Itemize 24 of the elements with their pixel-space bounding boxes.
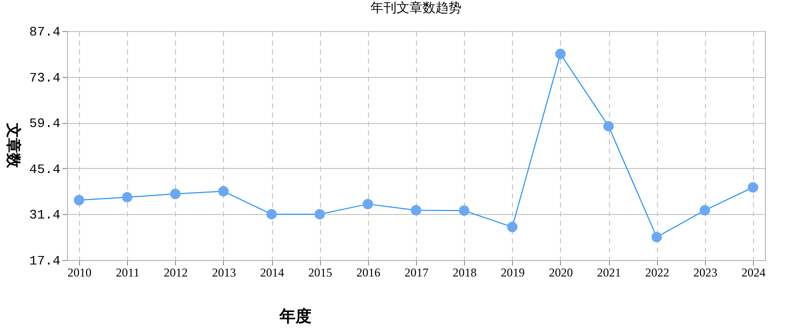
x-axis-title: 年度 <box>278 306 312 326</box>
x-tick-label: 2013 <box>212 266 236 280</box>
x-tick-label: 2011 <box>116 266 140 280</box>
y-tick-label: 59.4 <box>29 116 61 132</box>
y-tick-label: 73.4 <box>29 70 61 86</box>
y-tick-label: 17.4 <box>29 254 61 268</box>
x-tick-label: 2021 <box>597 266 622 280</box>
y-tick-label: 87.4 <box>29 24 61 40</box>
chart-title: 年刊文章数趋势 <box>370 0 462 15</box>
y-axis-title: 文章数 <box>4 122 22 169</box>
x-tick-label: 2012 <box>164 266 188 280</box>
y-tick-label: 31.4 <box>29 208 61 223</box>
x-tick-label: 2020 <box>548 266 573 280</box>
x-tick-label: 2018 <box>452 266 477 280</box>
y-tick-label: 45.4 <box>29 162 61 177</box>
x-tick-label: 2014 <box>260 266 284 280</box>
x-tick-label: 2024 <box>741 266 766 280</box>
x-tick-label: 2016 <box>356 266 380 280</box>
x-tick-label: 2022 <box>645 266 670 280</box>
x-tick-label: 2023 <box>693 266 718 280</box>
x-tick-label: 2019 <box>500 266 525 280</box>
x-tick-label: 2015 <box>308 266 332 280</box>
x-tick-label: 2017 <box>404 266 428 280</box>
x-tick-label: 2010 <box>68 266 92 280</box>
